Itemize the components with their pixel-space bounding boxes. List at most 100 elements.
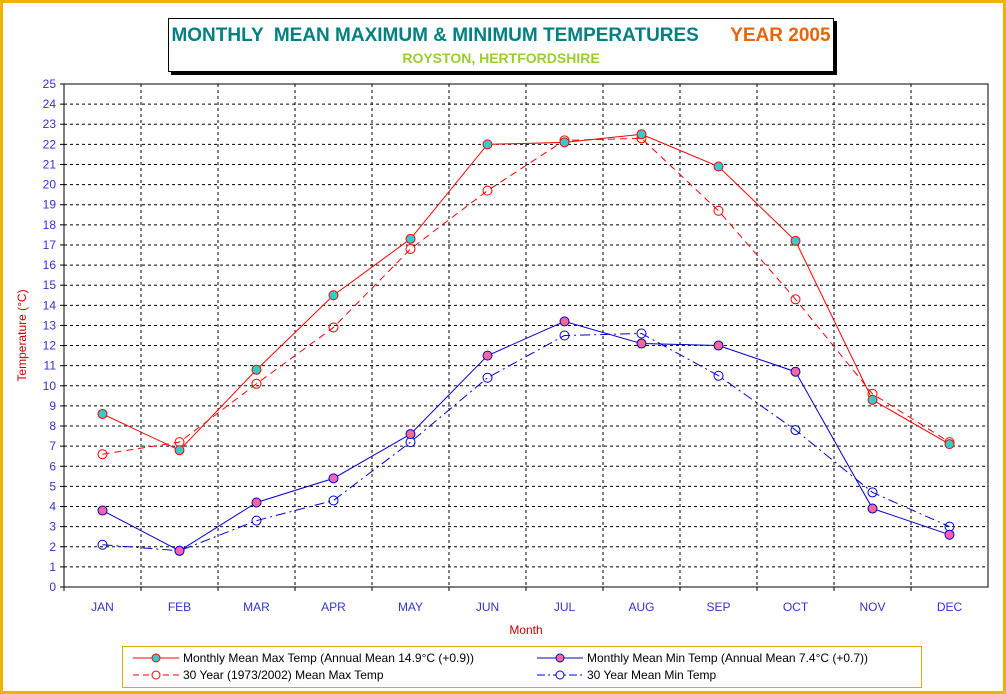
- y-axis-title: Temperature (°C): [15, 289, 29, 381]
- data-point-0: [636, 129, 647, 140]
- y-tick-label: 15: [43, 278, 57, 292]
- y-tick-label: 18: [43, 218, 57, 232]
- x-tick-label: FEB: [168, 600, 191, 614]
- data-point-3: [482, 372, 493, 383]
- y-tick-label: 9: [49, 399, 56, 413]
- legend-swatch-min: [537, 653, 583, 663]
- data-point-0: [559, 137, 570, 148]
- series-line-1: [102, 320, 950, 552]
- data-point-3: [559, 330, 570, 341]
- data-point-1: [713, 340, 724, 351]
- data-point-2: [713, 205, 724, 216]
- data-point-1: [559, 316, 570, 327]
- y-tick-label: 11: [44, 359, 57, 373]
- y-tick-label: 6: [49, 459, 56, 473]
- y-tick-label: 3: [49, 520, 56, 534]
- legend-label-30yr-min: 30 Year Mean Min Temp: [587, 668, 717, 682]
- data-point-2: [790, 294, 801, 305]
- data-point-0: [405, 233, 416, 244]
- data-point-0: [251, 364, 262, 375]
- x-tick-label: DEC: [937, 600, 963, 614]
- data-point-0: [790, 235, 801, 246]
- data-point-3: [636, 328, 647, 339]
- legend-swatch-30yr-max: [133, 670, 179, 680]
- chart-subtitle: ROYSTON, HERTFORDSHIRE: [402, 50, 600, 66]
- legend-label-max: Monthly Mean Max Temp (Annual Mean 14.9°…: [183, 651, 475, 665]
- legend-label-min: Monthly Mean Min Temp (Annual Mean 7.4°C…: [587, 651, 869, 665]
- data-point-1: [328, 473, 339, 484]
- series-line-0: [102, 133, 950, 451]
- y-tick-label: 21: [43, 157, 57, 171]
- data-point-3: [251, 515, 262, 526]
- y-tick-label: 12: [43, 339, 57, 353]
- legend-label-30yr-max: 30 Year (1973/2002) Mean Max Temp: [183, 668, 384, 682]
- y-tick-label: 0: [49, 580, 56, 594]
- x-tick-label: MAR: [243, 600, 270, 614]
- legend-swatch-30yr-min: [537, 670, 583, 680]
- x-tick-label: JUN: [476, 600, 499, 614]
- data-point-1: [944, 529, 955, 540]
- y-tick-label: 20: [43, 178, 57, 192]
- title-year: YEAR 2005: [730, 25, 831, 46]
- data-point-3: [97, 539, 108, 550]
- y-tick-label: 4: [49, 500, 56, 514]
- legend-swatch-max: [133, 653, 179, 663]
- data-point-2: [482, 185, 493, 196]
- data-point-2: [251, 378, 262, 389]
- data-point-2: [97, 449, 108, 460]
- series-line-3: [102, 332, 950, 552]
- data-point-0: [867, 394, 878, 405]
- y-tick-label: 2: [49, 540, 56, 554]
- x-tick-label: JUL: [554, 600, 576, 614]
- y-tick-label: 23: [43, 117, 57, 131]
- data-point-0: [97, 408, 108, 419]
- x-axis-title: Month: [509, 623, 542, 637]
- y-tick-label: 13: [43, 318, 57, 332]
- data-point-1: [97, 505, 108, 516]
- data-point-1: [251, 497, 262, 508]
- data-point-1: [174, 545, 185, 556]
- data-point-3: [328, 495, 339, 506]
- y-tick-label: 5: [49, 479, 56, 493]
- y-tick-label: 7: [49, 439, 56, 453]
- series-line-2: [102, 137, 950, 455]
- y-tick-label: 10: [43, 379, 57, 393]
- data-point-3: [867, 487, 878, 498]
- data-point-0: [482, 139, 493, 150]
- x-tick-label: OCT: [783, 600, 809, 614]
- chart-title: MONTHLY MEAN MAXIMUM & MINIMUM TEMPERATU…: [169, 25, 833, 47]
- x-tick-label: JAN: [91, 600, 114, 614]
- data-point-1: [482, 350, 493, 361]
- data-point-3: [713, 370, 724, 381]
- data-point-3: [790, 425, 801, 436]
- data-point-1: [405, 429, 416, 440]
- y-tick-label: 22: [43, 137, 57, 151]
- data-point-0: [944, 439, 955, 450]
- x-tick-label: SEP: [706, 600, 730, 614]
- y-tick-label: 19: [43, 198, 57, 212]
- y-tick-label: 16: [43, 258, 57, 272]
- data-point-0: [713, 161, 724, 172]
- data-point-1: [867, 503, 878, 514]
- legend: Monthly Mean Max Temp (Annual Mean 14.9°…: [122, 646, 922, 688]
- y-tick-label: 25: [43, 77, 57, 91]
- data-point-0: [174, 445, 185, 456]
- title-main: MONTHLY MEAN MAXIMUM & MINIMUM TEMPERATU…: [171, 25, 699, 46]
- data-point-0: [328, 290, 339, 301]
- x-tick-label: NOV: [859, 600, 885, 614]
- y-tick-label: 17: [43, 238, 57, 252]
- title-box: MONTHLY MEAN MAXIMUM & MINIMUM TEMPERATU…: [168, 18, 834, 72]
- y-tick-label: 1: [49, 560, 56, 574]
- y-tick-label: 14: [43, 298, 57, 312]
- data-point-2: [328, 322, 339, 333]
- data-point-1: [636, 338, 647, 349]
- x-tick-label: AUG: [628, 600, 654, 614]
- y-tick-label: 8: [49, 419, 56, 433]
- data-point-2: [405, 243, 416, 254]
- x-tick-label: APR: [321, 600, 346, 614]
- x-tick-label: MAY: [398, 600, 423, 614]
- y-tick-label: 24: [43, 97, 57, 111]
- data-point-1: [790, 366, 801, 377]
